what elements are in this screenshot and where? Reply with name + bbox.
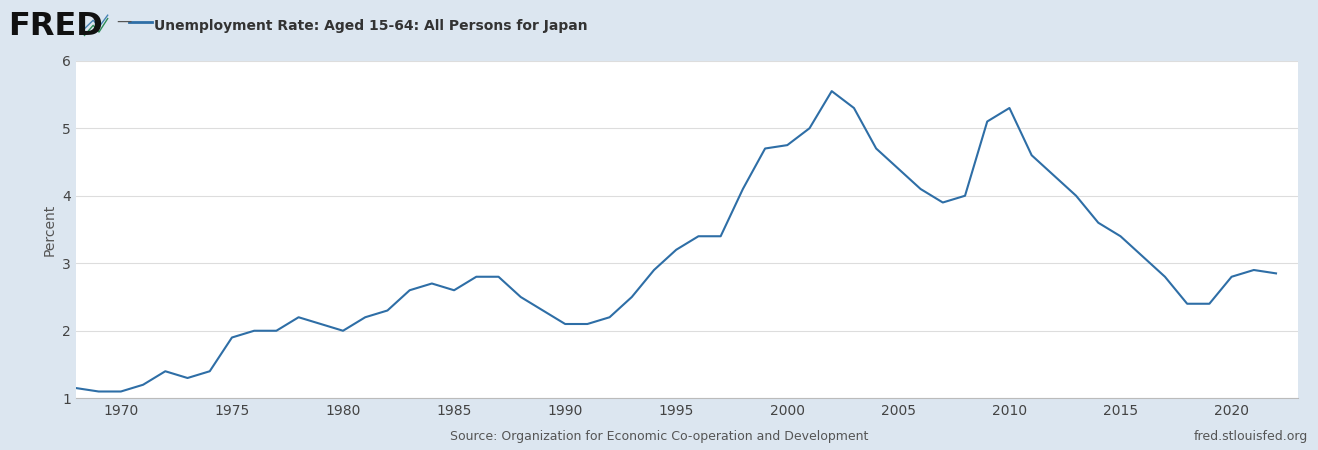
Text: Source: Organization for Economic Co-operation and Development: Source: Organization for Economic Co-ope…: [449, 430, 869, 443]
Y-axis label: Percent: Percent: [42, 203, 57, 256]
Text: FRED: FRED: [8, 11, 103, 42]
Text: Unemployment Rate: Aged 15-64: All Persons for Japan: Unemployment Rate: Aged 15-64: All Perso…: [154, 19, 588, 33]
Text: —: —: [116, 14, 132, 29]
Text: fred.stlouisfed.org: fred.stlouisfed.org: [1193, 430, 1307, 443]
